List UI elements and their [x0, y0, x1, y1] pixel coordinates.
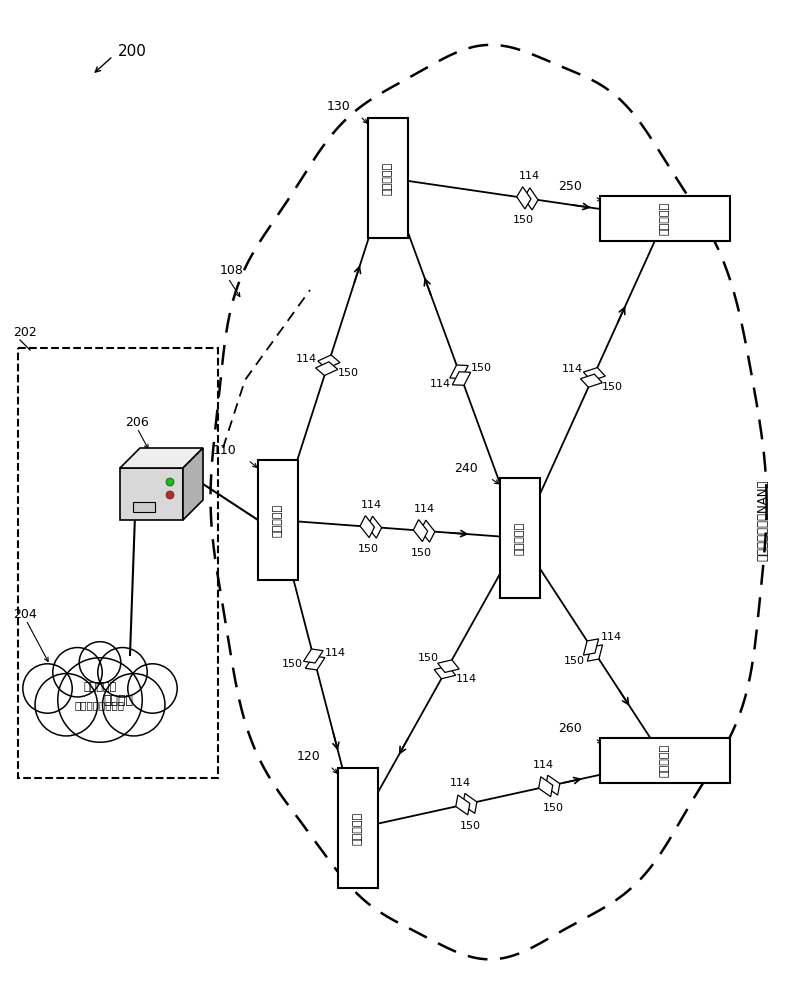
Text: 基础设施: 基础设施 — [103, 694, 133, 707]
Polygon shape — [316, 362, 338, 376]
Text: 114: 114 — [562, 364, 583, 374]
Circle shape — [127, 664, 177, 713]
Text: 114: 114 — [450, 778, 471, 788]
Polygon shape — [120, 468, 183, 520]
Text: 250: 250 — [558, 180, 582, 192]
Text: 202: 202 — [13, 326, 37, 340]
Text: 第四接入点: 第四接入点 — [515, 521, 525, 555]
Bar — [600, 738, 730, 783]
Text: 114: 114 — [325, 648, 345, 658]
Text: 150: 150 — [283, 659, 303, 669]
Polygon shape — [583, 368, 605, 381]
Text: 邻居感知网络（NAN）: 邻居感知网络（NAN） — [756, 479, 770, 561]
Polygon shape — [368, 516, 382, 538]
Text: 150: 150 — [513, 215, 534, 225]
Text: 150: 150 — [542, 803, 563, 813]
Polygon shape — [318, 355, 340, 369]
Polygon shape — [587, 645, 603, 661]
Bar — [18, 348, 218, 778]
Text: 114: 114 — [456, 674, 477, 684]
Text: 150: 150 — [411, 548, 432, 558]
Text: 第三接入点: 第三接入点 — [383, 161, 393, 195]
Polygon shape — [420, 520, 435, 542]
Circle shape — [35, 674, 98, 736]
Text: 150: 150 — [563, 656, 585, 666]
Polygon shape — [434, 666, 456, 679]
Polygon shape — [450, 365, 468, 379]
Polygon shape — [183, 448, 203, 520]
Bar — [600, 196, 730, 241]
Text: 第一接入点: 第一接入点 — [273, 503, 283, 537]
Text: 114: 114 — [519, 171, 540, 181]
Text: 130: 130 — [327, 100, 350, 112]
Polygon shape — [413, 520, 427, 542]
Text: 第五接入点: 第五接入点 — [660, 202, 670, 235]
Text: 120: 120 — [296, 750, 320, 762]
Text: 110: 110 — [212, 444, 236, 456]
Bar — [133, 502, 155, 512]
Circle shape — [57, 658, 142, 742]
Text: （例如，互联网）: （例如，互联网） — [75, 700, 125, 710]
Text: 114: 114 — [533, 760, 554, 770]
Text: 114: 114 — [361, 500, 382, 510]
Text: 200: 200 — [118, 44, 147, 60]
Text: 204: 204 — [13, 608, 37, 621]
Bar — [258, 460, 298, 580]
Text: 150: 150 — [338, 368, 359, 378]
Circle shape — [166, 478, 174, 486]
Polygon shape — [456, 795, 470, 815]
Polygon shape — [463, 793, 477, 813]
Bar — [500, 478, 540, 598]
Circle shape — [166, 491, 174, 499]
Circle shape — [23, 664, 72, 713]
Text: 114: 114 — [600, 632, 622, 642]
Text: 150: 150 — [460, 821, 481, 831]
Text: 260: 260 — [558, 722, 582, 734]
Polygon shape — [583, 639, 599, 655]
Polygon shape — [304, 649, 323, 663]
Bar — [338, 768, 378, 888]
Bar — [368, 118, 408, 238]
Text: 150: 150 — [602, 382, 623, 392]
Polygon shape — [438, 660, 459, 672]
Text: 服务提供商: 服务提供商 — [83, 682, 116, 692]
Text: 114: 114 — [296, 354, 317, 364]
Text: 150: 150 — [358, 544, 379, 554]
Circle shape — [102, 674, 165, 736]
Circle shape — [79, 642, 120, 683]
Polygon shape — [524, 188, 538, 210]
Circle shape — [53, 648, 102, 697]
Text: 第二接入点: 第二接入点 — [353, 811, 363, 845]
Text: 150: 150 — [471, 363, 492, 373]
Polygon shape — [517, 187, 531, 209]
Circle shape — [98, 648, 147, 697]
Text: 108: 108 — [220, 263, 244, 276]
Text: 206: 206 — [125, 416, 149, 428]
Polygon shape — [453, 372, 471, 385]
Polygon shape — [538, 777, 552, 797]
Polygon shape — [305, 656, 325, 670]
Text: 114: 114 — [430, 379, 450, 389]
Polygon shape — [360, 516, 375, 538]
Polygon shape — [581, 374, 602, 387]
Text: 240: 240 — [454, 462, 478, 475]
Polygon shape — [545, 775, 560, 795]
Text: 114: 114 — [414, 504, 435, 514]
Text: 150: 150 — [417, 653, 438, 663]
Polygon shape — [120, 448, 203, 468]
Text: 第六接入点: 第六接入点 — [660, 744, 670, 777]
